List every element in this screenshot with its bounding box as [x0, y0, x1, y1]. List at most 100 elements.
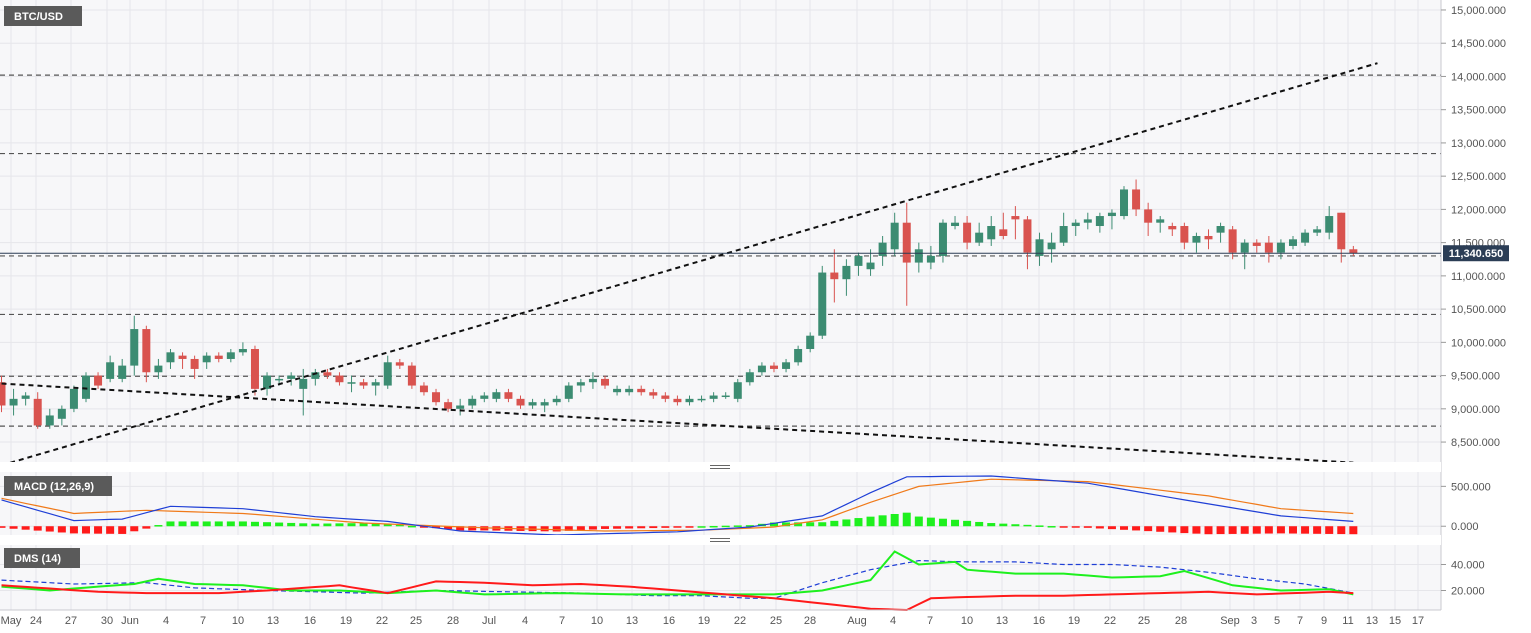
candle-body: [818, 272, 827, 336]
candle-body: [275, 378, 284, 381]
candle-body: [878, 242, 887, 256]
macd-histogram-bar: [745, 525, 754, 527]
macd-histogram-bar: [1023, 524, 1032, 527]
macd-histogram-bar: [1144, 526, 1153, 532]
macd-histogram-bar: [468, 526, 477, 531]
macd-histogram-bar: [806, 522, 815, 527]
macd-histogram-bar: [226, 521, 235, 527]
candle-body: [1023, 219, 1032, 253]
macd-histogram-bar: [263, 522, 272, 527]
macd-pane-drag-handle[interactable]: [710, 465, 730, 469]
trendlines: [1, 62, 1378, 467]
macd-histogram-bar: [673, 526, 682, 528]
macd-histogram-bar: [287, 522, 296, 527]
macd-histogram-bar: [721, 525, 730, 528]
x-tick-label: 11: [1342, 615, 1353, 627]
x-tick-label: 19: [698, 615, 710, 627]
macd-histogram-bar: [1156, 526, 1165, 532]
trendline: [1, 62, 1378, 467]
candle-body: [238, 348, 247, 353]
candle-body: [951, 222, 960, 227]
candle-body: [419, 385, 428, 393]
candle-body: [407, 365, 416, 386]
grid-lines: [0, 0, 1441, 610]
candle-body: [1083, 219, 1092, 223]
x-tick-label: 25: [410, 615, 422, 627]
price-tick-label: 13,500.000: [1451, 105, 1506, 117]
macd-label[interactable]: MACD (12,26,9): [14, 481, 94, 493]
dms-minus-di-line: [1, 580, 1354, 612]
price-tick-label: 13,000.000: [1451, 138, 1506, 150]
macd-histogram-bar: [842, 519, 851, 527]
macd-histogram-bar: [347, 523, 356, 527]
candle-body: [154, 365, 163, 373]
macd-histogram-bar: [1095, 526, 1104, 529]
candle-body: [1349, 249, 1358, 254]
candle-body: [1228, 229, 1237, 253]
x-tick-label: 19: [340, 615, 352, 627]
dms-label[interactable]: DMS (14): [14, 553, 61, 565]
price-panel[interactable]: [0, 0, 1441, 462]
macd-histogram-bar: [311, 523, 320, 527]
candle-body: [745, 372, 754, 383]
candle-body: [0, 382, 6, 406]
x-tick-label: 7: [927, 615, 933, 627]
candle-body: [1325, 216, 1334, 233]
macd-histogram-bar: [335, 523, 344, 527]
candle-body: [649, 392, 658, 396]
x-tick-label: 13: [996, 615, 1008, 627]
x-tick-label: 13: [267, 615, 279, 627]
dms-pane-divider[interactable]: [0, 535, 1441, 545]
x-tick-label: Sep: [1220, 615, 1240, 627]
candle-body: [347, 382, 356, 384]
macd-histogram-bar: [1325, 526, 1334, 534]
x-tick-label: 4: [890, 615, 896, 627]
candle-body: [661, 395, 670, 399]
x-tick-label: 9: [1321, 615, 1327, 627]
candle-body: [975, 232, 984, 243]
macd-histogram-bar: [1337, 526, 1346, 535]
x-tick-label: 28: [447, 615, 459, 627]
dms-pane-drag-handle[interactable]: [710, 538, 730, 542]
candle-body: [480, 395, 489, 399]
candle-body: [794, 348, 803, 363]
x-tick-label: May: [1, 615, 22, 627]
candle-body: [999, 229, 1008, 236]
macd-histogram-bar: [1047, 526, 1056, 528]
x-tick-label: 10: [591, 615, 603, 627]
macd-histogram-bar: [649, 526, 658, 529]
candle-body: [57, 408, 66, 419]
symbol-label[interactable]: BTC/USD: [14, 11, 63, 23]
symbol-label-bg: [4, 6, 82, 26]
macd-histogram-bar: [142, 526, 151, 529]
x-tick-label: 30: [101, 615, 113, 627]
candle-body: [926, 255, 935, 263]
candle-body: [528, 402, 537, 406]
macd-histogram-bar: [902, 512, 911, 527]
macd-histogram-bar: [214, 521, 223, 527]
macd-histogram-bar: [118, 526, 127, 534]
macd-pane-divider[interactable]: [0, 462, 1441, 472]
candle-body: [733, 382, 742, 399]
candle-body: [1288, 239, 1297, 246]
candle-body: [118, 365, 127, 379]
candle-body: [697, 398, 706, 401]
macd-histogram-bar: [926, 517, 935, 527]
candle-body: [1204, 235, 1213, 240]
macd-histogram-bar: [190, 521, 199, 527]
macd-histogram-bar: [782, 522, 791, 527]
macd-histogram-bar: [975, 521, 984, 527]
macd-histogram-bar: [154, 525, 163, 527]
macd-histogram-bar: [854, 518, 863, 527]
candle-body: [902, 222, 911, 263]
dms-panel[interactable]: [0, 545, 1441, 610]
macd-histogram-bar: [1011, 524, 1020, 527]
macd-histogram-bar: [1107, 526, 1116, 530]
candle-body: [395, 362, 404, 366]
x-tick-label: 19: [1068, 615, 1080, 627]
macd-histogram-bar: [1180, 526, 1189, 534]
x-tick-label: 16: [663, 615, 675, 627]
dms-plus-di-line: [1, 550, 1354, 596]
macd-histogram-bar: [938, 518, 947, 527]
